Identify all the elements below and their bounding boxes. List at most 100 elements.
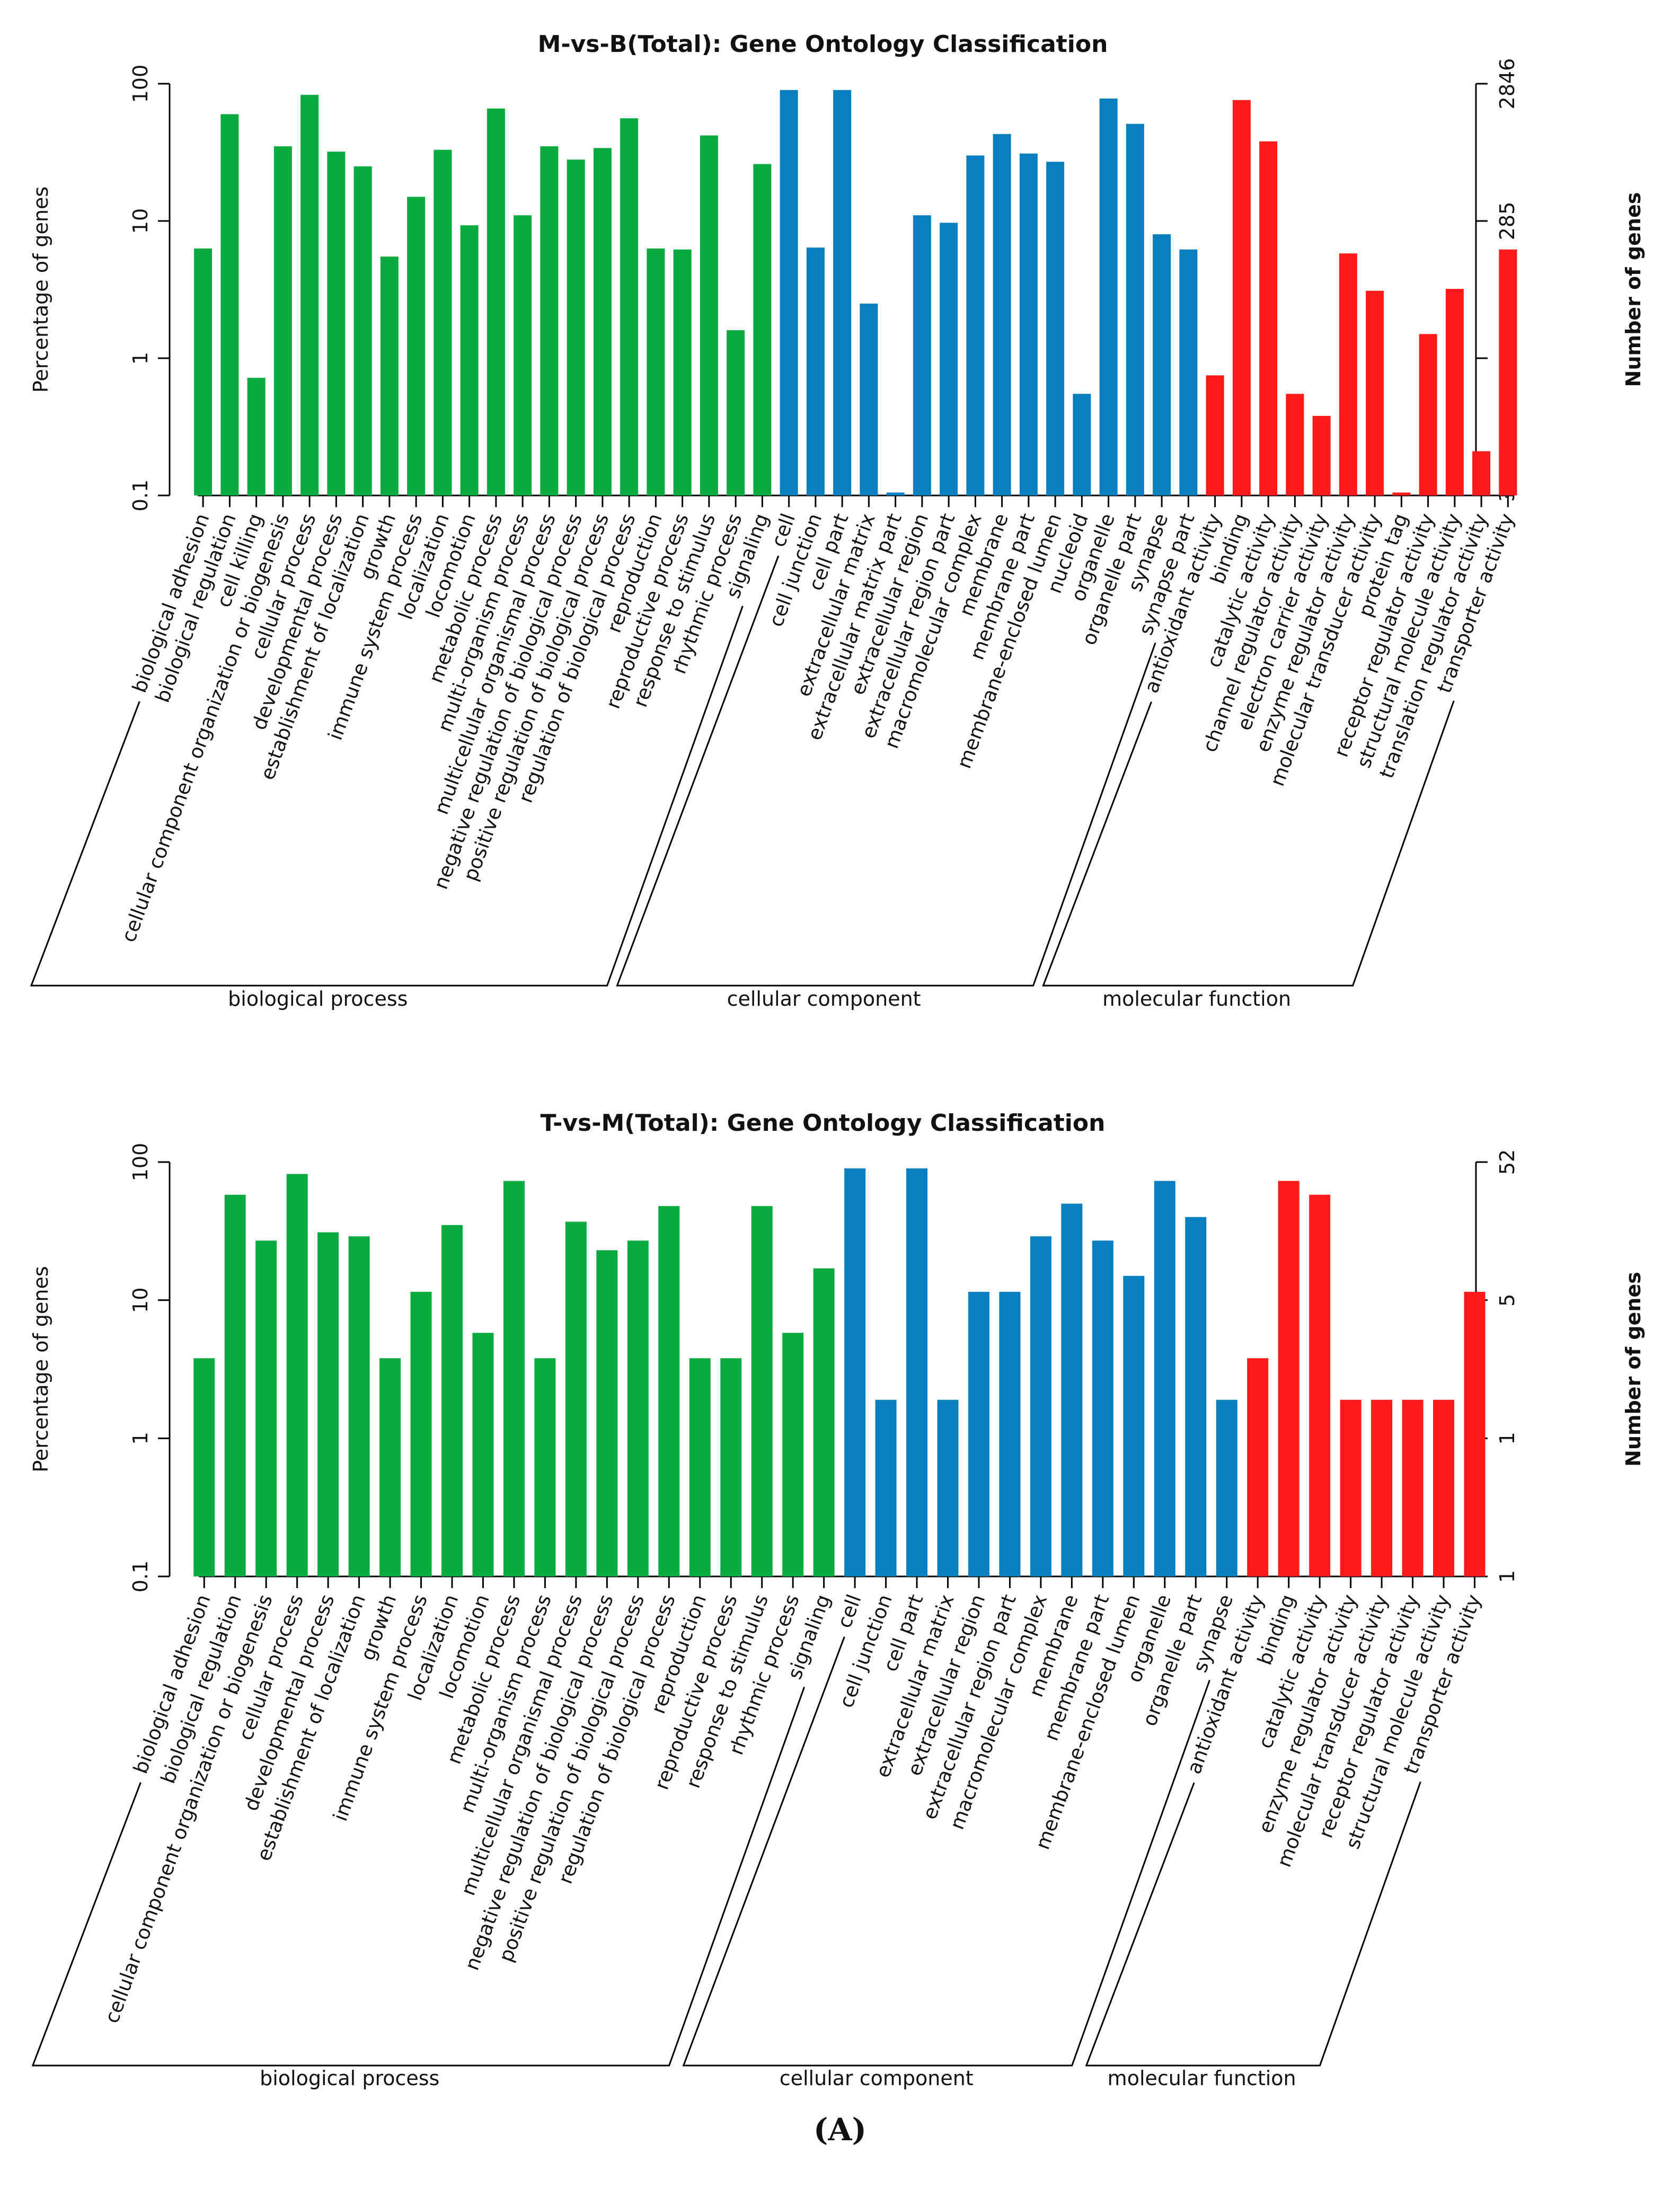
y2-axis-title: Number of genes xyxy=(1622,192,1645,387)
bar-macromolecular-complex xyxy=(966,155,985,495)
right-tick-label: 52 xyxy=(1496,1149,1519,1175)
bar-negative-regulation-of-biological-process xyxy=(596,1250,618,1576)
bar-reproduction xyxy=(647,248,665,495)
bar-synapse xyxy=(1216,1399,1237,1576)
bar-biological-regulation xyxy=(220,114,239,495)
bar-reproduction xyxy=(689,1358,711,1576)
figure-caption: (A) xyxy=(814,2112,866,2148)
bar-growth xyxy=(380,256,399,495)
group-bracket-biological-process xyxy=(30,606,744,987)
group-label: cellular component xyxy=(727,987,921,1011)
group-bracket-molecular-function xyxy=(1042,701,1455,987)
bar-structural-molecule-activity xyxy=(1433,1399,1455,1576)
bar-catalytic-activity xyxy=(1259,141,1278,495)
bar-binding xyxy=(1232,100,1251,496)
bar-molecular-transducer-activity xyxy=(1366,290,1384,495)
bar-regulation-of-biological-process xyxy=(658,1206,680,1576)
bar-translation-regulator-activity xyxy=(1472,451,1491,495)
bar-cellular-component-organization-or-biogenesis xyxy=(255,1240,277,1576)
bar-negative-regulation-of-biological-process xyxy=(567,159,585,496)
bar-catalytic-activity xyxy=(1309,1194,1331,1576)
group-label: molecular function xyxy=(1108,2067,1296,2090)
bar-structural-molecule-activity xyxy=(1445,289,1464,495)
bar-extracellular-matrix-part xyxy=(886,492,905,495)
bar-localization xyxy=(434,149,452,495)
bar-binding xyxy=(1278,1181,1299,1576)
bar-antioxidant-activity xyxy=(1206,375,1224,495)
bar-membrane-part xyxy=(1019,153,1038,496)
group-label: molecular function xyxy=(1102,987,1291,1011)
bar-positive-regulation-of-biological-process xyxy=(593,148,612,496)
bar-multicellular-organismal-process xyxy=(565,1221,587,1576)
bar-biological-adhesion xyxy=(194,248,213,495)
bar-locomotion xyxy=(460,225,479,495)
group-label: biological process xyxy=(260,2067,439,2090)
left-tick-label: 100 xyxy=(129,65,152,103)
bar-cellular-component-organization-or-biogenesis xyxy=(273,146,292,495)
bar-positive-regulation-of-biological-process xyxy=(627,1240,649,1576)
y-axis-title: Percentage of genes xyxy=(29,1266,52,1472)
bar-extracellular-matrix xyxy=(860,303,878,495)
bar-channel-regulator-activity xyxy=(1286,394,1304,495)
chart-title: M-vs-B(Total): Gene Ontology Classificat… xyxy=(538,31,1108,58)
bar-receptor-regulator-activity xyxy=(1402,1399,1423,1576)
bar-transporter-activity xyxy=(1464,1291,1486,1576)
bar-rhythmic-process xyxy=(727,330,745,495)
left-tick-label: 100 xyxy=(129,1143,152,1182)
bar-multi-organism-process xyxy=(534,1358,556,1576)
bar-cellular-process xyxy=(300,94,319,496)
bar-membrane xyxy=(993,134,1011,496)
bar-cell xyxy=(780,90,798,495)
left-tick-label: 10 xyxy=(129,208,152,234)
bar-establishment-of-localization xyxy=(353,166,372,495)
bar-cell xyxy=(844,1168,866,1576)
bar-extracellular-region xyxy=(968,1291,989,1576)
chart-title: T-vs-M(Total): Gene Ontology Classificat… xyxy=(541,1110,1106,1137)
bar-immune-system-process xyxy=(407,197,426,496)
right-tick-label: 2846 xyxy=(1496,58,1519,110)
bar-receptor-regulator-activity xyxy=(1419,334,1437,495)
bar-regulation-of-biological-process xyxy=(620,118,639,495)
y-axis-title: Percentage of genes xyxy=(29,187,52,393)
bar-macromolecular-complex xyxy=(1030,1236,1051,1576)
bar-organelle-part xyxy=(1126,123,1144,495)
right-tick-label: 285 xyxy=(1496,202,1519,241)
bar-protein-tag xyxy=(1392,492,1411,495)
bar-locomotion xyxy=(472,1333,494,1576)
bar-enzyme-regulator-activity xyxy=(1340,1399,1361,1576)
bar-response-to-stimulus xyxy=(700,135,718,495)
bar-membrane-part xyxy=(1092,1240,1113,1576)
bar-synapse xyxy=(1153,234,1171,495)
y2-axis-title: Number of genes xyxy=(1622,1272,1645,1467)
bar-cell-junction xyxy=(806,247,825,495)
bar-organelle-part xyxy=(1185,1217,1207,1576)
bar-growth xyxy=(379,1358,401,1576)
group-bracket-molecular-function xyxy=(1085,1782,1421,2067)
bar-enzyme-regulator-activity xyxy=(1339,253,1357,495)
bar-electron-carrier-activity xyxy=(1312,415,1331,495)
bar-extracellular-region-part xyxy=(999,1291,1021,1576)
bar-extracellular-region-part xyxy=(940,223,958,495)
bar-extracellular-matrix xyxy=(937,1399,959,1576)
group-label: biological process xyxy=(228,987,408,1011)
bar-reproductive-process xyxy=(673,249,692,495)
bar-establishment-of-localization xyxy=(348,1236,370,1576)
bar-developmental-process xyxy=(327,152,346,496)
bar-rhythmic-process xyxy=(782,1333,804,1576)
bar-multi-organism-process xyxy=(514,215,532,495)
bar-extracellular-region xyxy=(913,215,931,495)
bar-multicellular-organismal-process xyxy=(540,146,559,495)
bar-biological-adhesion xyxy=(193,1358,215,1576)
chart-m-vs-b: M-vs-B(Total): Gene Ontology Classificat… xyxy=(29,31,1645,1011)
bar-cell-part xyxy=(833,90,852,495)
bar-localization xyxy=(441,1225,463,1576)
category-label: cell xyxy=(833,1591,865,1631)
bar-nucleoid xyxy=(1073,394,1091,495)
bar-antioxidant-activity xyxy=(1247,1358,1269,1576)
bar-signaling xyxy=(753,164,772,495)
group-bracket-cellular-component xyxy=(682,1636,1210,2067)
group-label: cellular component xyxy=(780,2067,974,2090)
bar-biological-regulation xyxy=(224,1194,246,1576)
left-tick-label: 1 xyxy=(129,352,152,365)
